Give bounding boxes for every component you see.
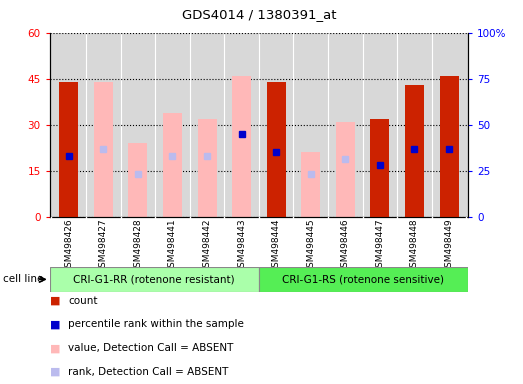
Text: count: count bbox=[68, 296, 97, 306]
Text: GSM498445: GSM498445 bbox=[306, 218, 315, 273]
Text: ■: ■ bbox=[50, 367, 60, 377]
Text: GSM498448: GSM498448 bbox=[410, 218, 419, 273]
Text: CRI-G1-RS (rotenone sensitive): CRI-G1-RS (rotenone sensitive) bbox=[282, 274, 445, 285]
Bar bbox=[232, 76, 251, 217]
Text: GSM498446: GSM498446 bbox=[341, 218, 350, 273]
Text: ■: ■ bbox=[50, 319, 60, 329]
Text: GSM498428: GSM498428 bbox=[133, 218, 142, 273]
Bar bbox=[370, 119, 390, 217]
Bar bbox=[336, 122, 355, 217]
Bar bbox=[259, 267, 468, 292]
Text: rank, Detection Call = ABSENT: rank, Detection Call = ABSENT bbox=[68, 367, 229, 377]
Bar bbox=[439, 76, 459, 217]
Text: GSM498441: GSM498441 bbox=[168, 218, 177, 273]
Text: CRI-G1-RR (rotenone resistant): CRI-G1-RR (rotenone resistant) bbox=[73, 274, 235, 285]
Text: GSM498444: GSM498444 bbox=[271, 218, 281, 273]
Text: GDS4014 / 1380391_at: GDS4014 / 1380391_at bbox=[181, 8, 336, 21]
Text: GSM498427: GSM498427 bbox=[99, 218, 108, 273]
Bar bbox=[405, 85, 424, 217]
Bar bbox=[267, 82, 286, 217]
Text: GSM498426: GSM498426 bbox=[64, 218, 73, 273]
Bar bbox=[301, 152, 320, 217]
Text: cell line: cell line bbox=[3, 274, 43, 285]
Bar bbox=[163, 113, 182, 217]
Text: GSM498447: GSM498447 bbox=[376, 218, 384, 273]
Text: GSM498449: GSM498449 bbox=[445, 218, 453, 273]
Text: GSM498442: GSM498442 bbox=[202, 218, 211, 273]
Bar bbox=[50, 267, 259, 292]
Bar bbox=[59, 82, 78, 217]
Text: ■: ■ bbox=[50, 343, 60, 353]
Text: ■: ■ bbox=[50, 296, 60, 306]
Text: GSM498443: GSM498443 bbox=[237, 218, 246, 273]
Bar bbox=[128, 143, 147, 217]
Bar bbox=[198, 119, 217, 217]
Text: percentile rank within the sample: percentile rank within the sample bbox=[68, 319, 244, 329]
Text: value, Detection Call = ABSENT: value, Detection Call = ABSENT bbox=[68, 343, 233, 353]
Bar bbox=[94, 82, 113, 217]
